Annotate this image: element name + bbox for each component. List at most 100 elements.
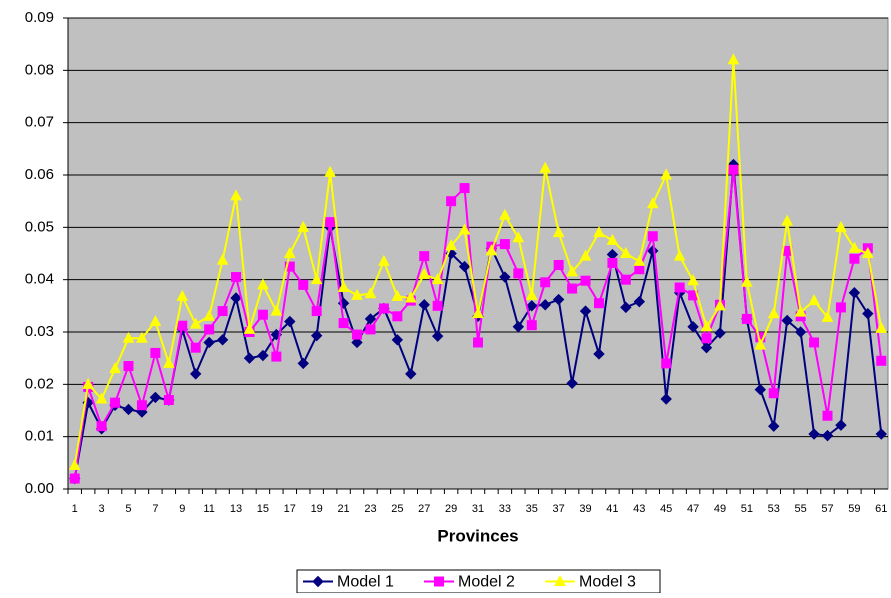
data-point [700, 320, 713, 332]
data-point [593, 225, 605, 238]
y-tick-label: 0.02 [25, 375, 54, 392]
series-3 [68, 53, 888, 470]
x-tick-label: 45 [660, 503, 672, 515]
data-point [701, 333, 712, 344]
data-point [473, 337, 483, 348]
data-point [566, 377, 578, 389]
y-tick-label: 0.07 [25, 114, 54, 131]
data-point [189, 317, 202, 329]
data-point [646, 197, 659, 209]
data-point [552, 293, 565, 306]
x-tick-label: 25 [391, 503, 403, 515]
data-point [525, 288, 538, 300]
data-point [566, 265, 578, 277]
data-point [325, 217, 336, 228]
data-point [445, 239, 457, 251]
data-point [821, 310, 834, 322]
data-point [862, 246, 874, 258]
data-point [310, 329, 323, 342]
data-point [203, 309, 215, 321]
data-point [835, 302, 846, 313]
data-point [123, 361, 134, 372]
data-point [674, 282, 685, 293]
data-point [781, 214, 794, 226]
data-point [405, 368, 417, 380]
data-point [431, 330, 444, 342]
data-point [848, 287, 861, 299]
legend-label: Model 2 [458, 574, 515, 591]
data-point [365, 324, 376, 335]
data-point [284, 315, 296, 328]
data-point [512, 321, 525, 333]
data-point [230, 189, 242, 201]
x-tick-label: 43 [633, 503, 645, 515]
x-tick-label: 49 [714, 503, 726, 515]
data-point [526, 300, 538, 312]
data-point [404, 291, 417, 303]
data-point [539, 161, 552, 173]
data-point [660, 168, 673, 180]
data-point [835, 419, 847, 431]
x-tick-label: 23 [364, 503, 376, 515]
x-tick-label: 33 [499, 503, 511, 515]
data-point [794, 326, 807, 338]
data-point [82, 377, 94, 389]
data-point [351, 336, 363, 349]
data-point [162, 356, 175, 368]
x-tick-label: 31 [472, 503, 484, 515]
x-tick-label: 7 [152, 503, 158, 515]
data-point [472, 307, 484, 319]
data-point [271, 351, 282, 362]
data-point [177, 320, 188, 331]
data-point [190, 342, 201, 353]
x-tick-label: 55 [794, 503, 806, 515]
data-point [821, 429, 834, 442]
data-point [163, 395, 174, 406]
data-point [741, 275, 753, 287]
data-point [552, 225, 565, 238]
data-point [606, 233, 619, 245]
data-point [458, 223, 471, 235]
data-point [378, 303, 389, 314]
data-point [96, 421, 107, 432]
data-point [607, 257, 618, 268]
data-point [216, 253, 229, 265]
x-tick-label: 15 [257, 503, 269, 515]
data-point [109, 362, 121, 374]
data-point [620, 246, 632, 258]
data-point [419, 251, 430, 262]
data-point [217, 306, 228, 317]
data-point [499, 208, 511, 220]
legend-marker [554, 574, 566, 586]
data-point [136, 331, 148, 343]
data-point [69, 473, 80, 484]
x-tick-label: 19 [311, 503, 323, 515]
data-point [687, 321, 699, 333]
x-tick-label: 51 [741, 503, 753, 515]
legend-marker [434, 576, 444, 587]
data-point [781, 314, 793, 327]
data-point [149, 314, 162, 327]
data-point [176, 289, 189, 301]
data-point [647, 231, 658, 242]
data-point [553, 260, 564, 271]
data-point [875, 321, 888, 333]
data-point [257, 278, 269, 290]
data-point [136, 400, 147, 411]
x-tick-label: 35 [526, 503, 538, 515]
data-point [149, 391, 162, 404]
data-point [875, 428, 887, 440]
data-point [633, 254, 646, 266]
data-point [862, 307, 874, 320]
data-point [499, 271, 511, 283]
data-point [714, 299, 726, 311]
data-point [700, 341, 713, 354]
x-tick-label: 13 [230, 503, 242, 515]
data-point [297, 357, 309, 370]
y-tick-label: 0.00 [25, 480, 54, 497]
data-point [579, 305, 592, 317]
data-point [512, 231, 525, 243]
data-point [727, 53, 740, 65]
data-point [337, 280, 350, 293]
data-point [352, 329, 363, 340]
